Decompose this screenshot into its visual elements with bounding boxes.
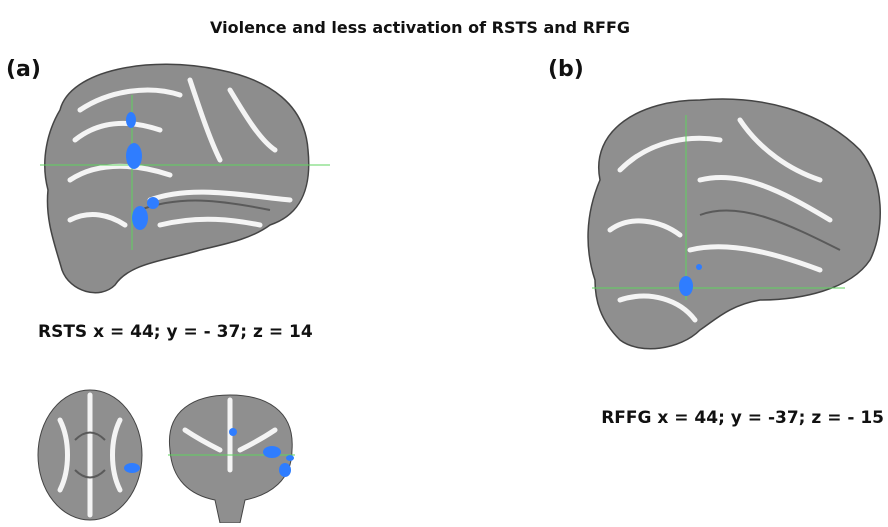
panel-label: (a): [6, 57, 41, 82]
activation-blob: [124, 463, 140, 473]
activation-blob: [263, 446, 281, 458]
coordinate-caption: RFFG x = 44; y = -37; z = - 15: [601, 408, 884, 428]
figure-title: Violence and less activation of RSTS and…: [210, 18, 630, 37]
activation-blob: [286, 455, 294, 461]
brain-axial: [38, 390, 142, 520]
activation-blob: [679, 276, 693, 296]
activation-blob: [147, 197, 159, 209]
brain-sagittal-a: [40, 64, 330, 292]
activation-blob: [132, 206, 148, 230]
activation-blob: [696, 264, 702, 270]
brain-sagittal-b: [588, 99, 880, 349]
activation-blob: [126, 112, 136, 128]
activation-blob: [126, 143, 142, 169]
brain-shape: [45, 64, 309, 292]
coordinate-caption: RSTS x = 44; y = - 37; z = 14: [38, 322, 313, 342]
activation-blob: [279, 463, 291, 477]
panel-label: (b): [548, 57, 584, 82]
activation-blob: [229, 428, 237, 436]
brain-coronal: [168, 395, 295, 523]
figure: Violence and less activation of RSTS and…: [0, 0, 888, 523]
page: Violence and less activation of RSTS and…: [0, 0, 888, 523]
brain-shape: [588, 99, 880, 349]
